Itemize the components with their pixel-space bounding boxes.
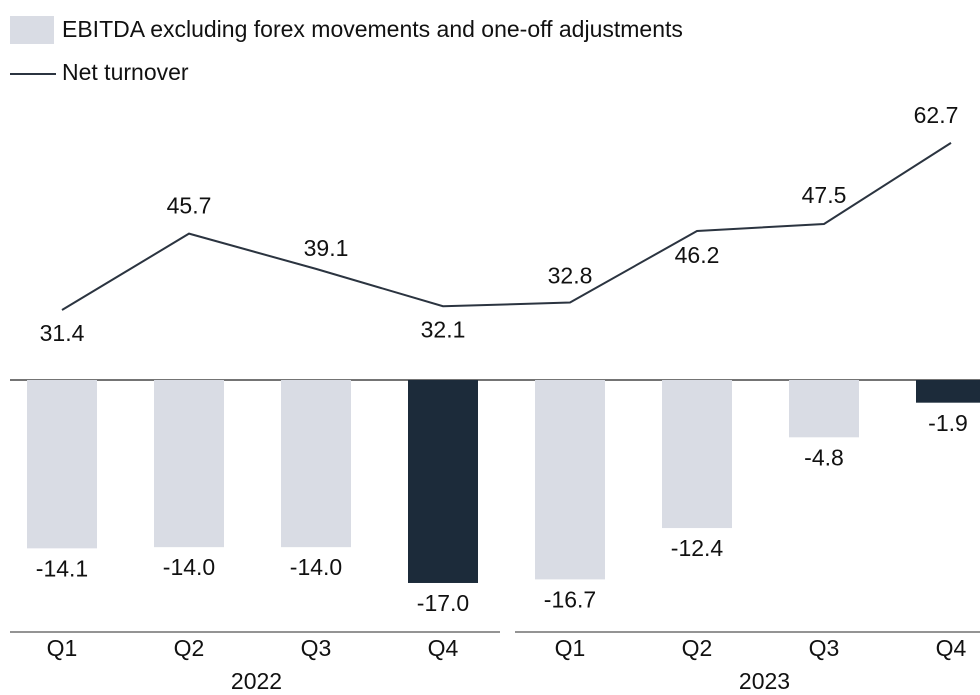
bar (408, 380, 478, 583)
data-label: 31.4 (40, 320, 85, 346)
bar (154, 380, 224, 548)
bar (789, 380, 859, 438)
x-tick-label: Q4 (936, 635, 967, 661)
bar (916, 380, 980, 403)
data-label: 32.8 (548, 263, 593, 289)
legend-label: EBITDA excluding forex movements and one… (62, 16, 683, 42)
data-label: 62.7 (914, 102, 959, 128)
x-tick-label: Q2 (682, 635, 713, 661)
x-tick-label: Q2 (174, 635, 205, 661)
data-label: -12.4 (671, 535, 724, 561)
data-label: -17.0 (417, 590, 469, 616)
legend-swatch-bar (10, 16, 54, 44)
data-label: 32.1 (421, 316, 466, 342)
x-tick-label: Q4 (428, 635, 459, 661)
bar (281, 380, 351, 548)
bar (535, 380, 605, 580)
data-label: -14.1 (36, 555, 88, 581)
data-label: -14.0 (290, 554, 342, 580)
data-label: 47.5 (802, 182, 847, 208)
data-label: -14.0 (163, 554, 215, 580)
group-label: 2023 (739, 668, 790, 694)
data-label: -1.9 (928, 410, 968, 436)
data-label: -16.7 (544, 586, 596, 612)
group-label: 2022 (231, 668, 282, 694)
data-label: -4.8 (804, 444, 844, 470)
x-tick-label: Q3 (809, 635, 840, 661)
x-tick-label: Q1 (555, 635, 586, 661)
data-label: 46.2 (675, 242, 720, 268)
line (61, 142, 952, 311)
legend-label: Net turnover (62, 59, 189, 85)
x-tick-label: Q1 (47, 635, 78, 661)
data-label: 45.7 (167, 193, 212, 219)
bar (662, 380, 732, 529)
bar (27, 380, 97, 549)
x-tick-label: Q3 (301, 635, 332, 661)
data-label: 39.1 (304, 235, 349, 261)
